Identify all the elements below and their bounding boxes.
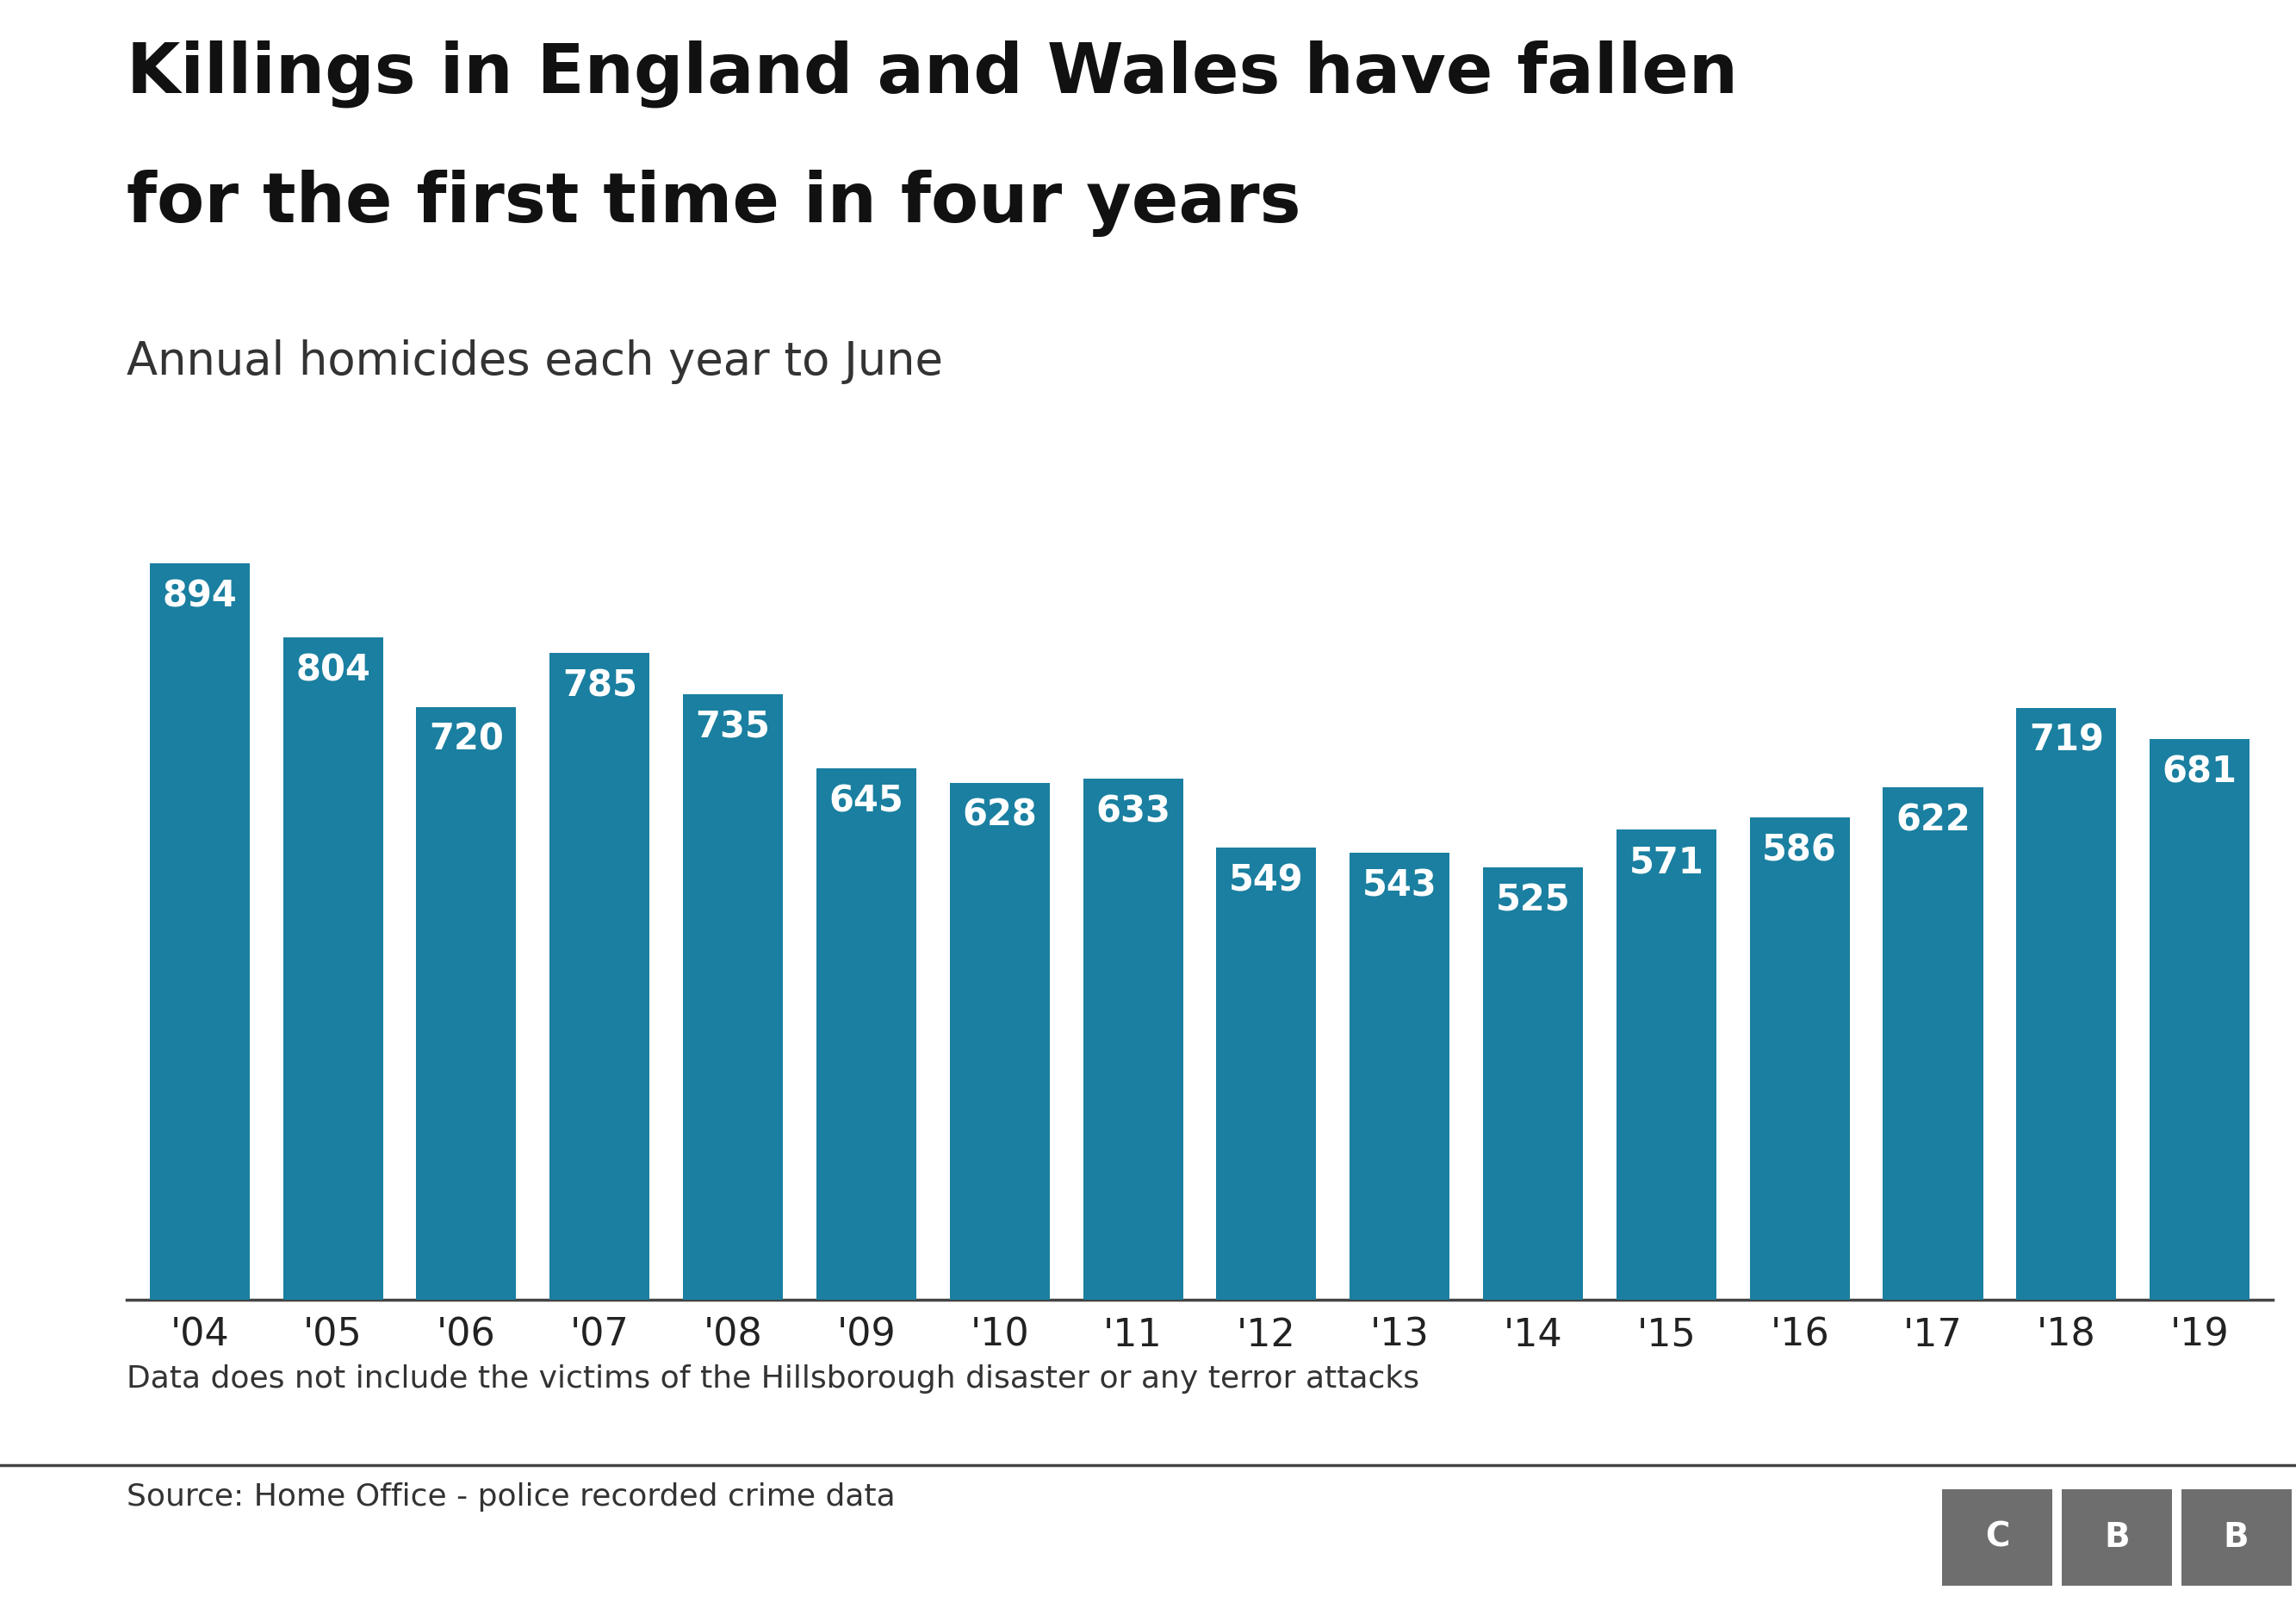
Bar: [549, 652, 650, 1300]
Text: 785: 785: [563, 669, 636, 704]
Text: 894: 894: [163, 578, 236, 614]
Text: 549: 549: [1228, 862, 1304, 898]
Text: 735: 735: [696, 709, 771, 746]
Text: Killings in England and Wales have fallen: Killings in England and Wales have falle…: [126, 40, 1738, 108]
Bar: [1616, 830, 1717, 1300]
Text: 633: 633: [1095, 793, 1171, 830]
Bar: [2149, 740, 2250, 1300]
Bar: [951, 783, 1049, 1300]
Text: 543: 543: [1362, 867, 1437, 904]
Text: for the first time in four years: for the first time in four years: [126, 170, 1300, 237]
Text: 586: 586: [1763, 832, 1837, 869]
Text: Source: Home Office - police recorded crime data: Source: Home Office - police recorded cr…: [126, 1483, 895, 1512]
Text: 681: 681: [2163, 754, 2236, 790]
Bar: [817, 769, 916, 1300]
Text: Annual homicides each year to June: Annual homicides each year to June: [126, 339, 944, 384]
Bar: [1084, 778, 1182, 1300]
Text: 622: 622: [1896, 803, 1970, 838]
Text: 628: 628: [962, 798, 1038, 833]
Bar: [416, 707, 517, 1300]
Text: 645: 645: [829, 783, 905, 820]
Bar: [1217, 848, 1316, 1300]
Bar: [682, 694, 783, 1300]
Text: 571: 571: [1628, 845, 1704, 880]
Text: 525: 525: [1495, 882, 1570, 919]
Bar: [1750, 817, 1851, 1300]
Bar: [282, 638, 383, 1300]
Text: B: B: [2103, 1521, 2131, 1554]
Text: Data does not include the victims of the Hillsborough disaster or any terror att: Data does not include the victims of the…: [126, 1365, 1419, 1394]
Bar: [1483, 867, 1582, 1300]
Text: 720: 720: [429, 722, 503, 757]
Bar: [1883, 788, 1984, 1300]
Text: C: C: [1986, 1521, 2009, 1554]
Text: 719: 719: [2030, 722, 2103, 759]
Bar: [1350, 853, 1449, 1300]
Bar: [2016, 707, 2117, 1300]
Text: 804: 804: [296, 652, 370, 688]
Text: B: B: [2223, 1521, 2250, 1554]
Bar: [149, 564, 250, 1300]
